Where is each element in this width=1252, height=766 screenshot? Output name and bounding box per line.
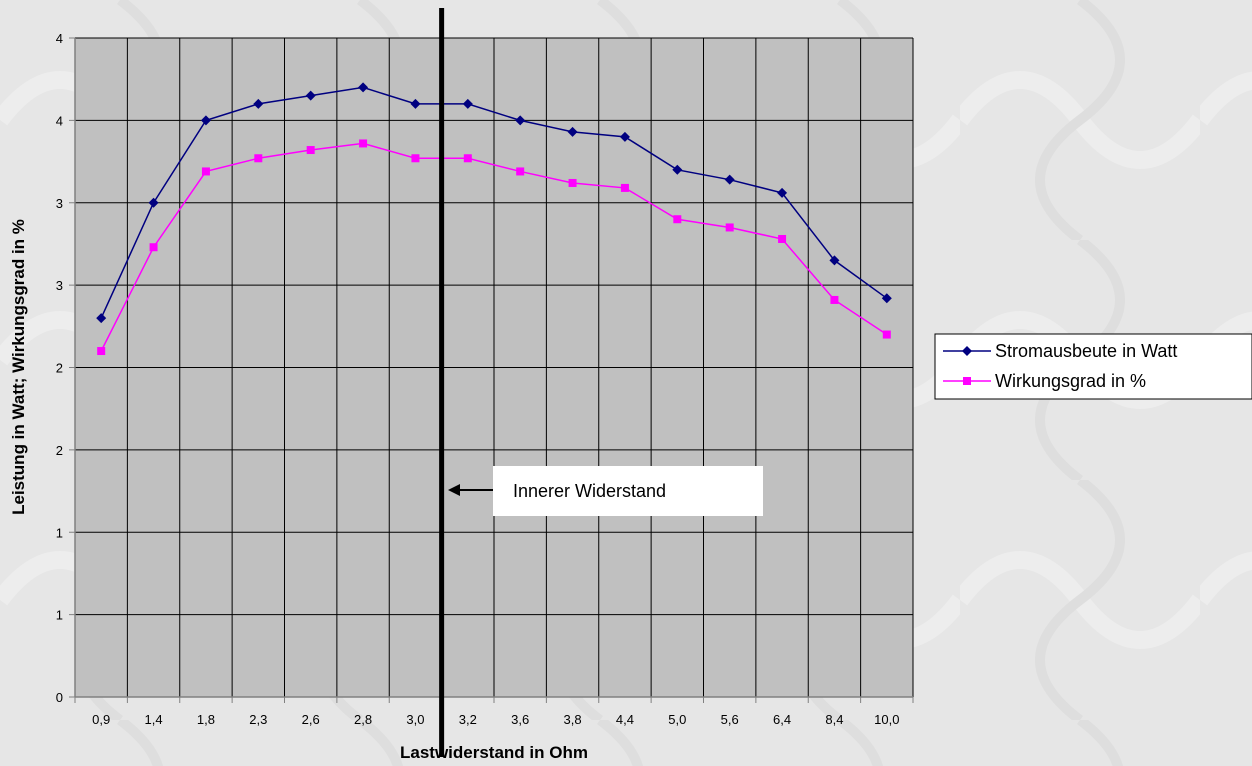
annotation-arrowhead (448, 484, 460, 496)
data-point (200, 115, 211, 126)
data-point (411, 154, 420, 163)
series-layer (96, 82, 892, 356)
y-tick-label: 1 (56, 525, 63, 540)
data-point (673, 215, 682, 224)
data-point (515, 115, 526, 126)
data-point (516, 167, 525, 176)
legend-marker (963, 377, 971, 385)
data-point (829, 255, 840, 266)
x-tick-label: 3,6 (511, 712, 529, 727)
data-point (777, 187, 788, 198)
legend-box (934, 333, 1252, 400)
data-point (358, 82, 369, 93)
data-point (830, 295, 839, 304)
data-point (724, 174, 735, 185)
legend-label: Stromausbeute in Watt (995, 341, 1177, 361)
annotation-box (493, 466, 763, 516)
x-tick-label: 3,8 (564, 712, 582, 727)
series-line-1 (100, 142, 888, 352)
annotation: Innerer Widerstand (448, 466, 763, 516)
data-point (305, 90, 316, 101)
data-point (96, 313, 107, 324)
data-point (462, 98, 473, 109)
y-tick-label: 2 (56, 443, 63, 458)
y-tick-label: 3 (56, 278, 63, 293)
x-tick-label: 1,4 (145, 712, 163, 727)
y-tick-label: 1 (56, 608, 63, 623)
data-point (567, 126, 578, 137)
x-tick-label: 0,9 (92, 712, 110, 727)
x-tick-label: 1,8 (197, 712, 215, 727)
y-tick-labels: 0 1 1 2 2 3 3 4 4 (56, 31, 63, 705)
data-point (253, 98, 264, 109)
data-point (725, 223, 734, 232)
x-tick-label: 3,2 (459, 712, 477, 727)
legend-label: Wirkungsgrad in % (995, 371, 1146, 391)
y-axis-title: Leistung in Watt; Wirkungsgrad in % (9, 219, 28, 515)
y-tick-label: 2 (56, 361, 63, 376)
legend-items: Stromausbeute in Watt Wirkungsgrad in % (943, 341, 1177, 391)
series-line-0 (100, 86, 888, 319)
x-tick-label: 8,4 (825, 712, 843, 727)
x-tick-label: 2,8 (354, 712, 372, 727)
y-tick-label: 0 (56, 690, 63, 705)
data-point (463, 154, 472, 163)
x-tick-label: 5,6 (721, 712, 739, 727)
data-point (881, 293, 892, 304)
axes (69, 37, 914, 703)
x-tick-label: 2,6 (302, 712, 320, 727)
x-tick-label: 6,4 (773, 712, 791, 727)
x-tick-label: 10,0 (874, 712, 899, 727)
annotation-text: Innerer Widerstand (513, 481, 666, 501)
x-tick-labels: 0,9 1,4 1,8 2,3 2,6 2,8 3,0 3,2 3,6 3,8 4,4 5,0 5,6 6… (92, 712, 899, 727)
y-tick-label: 4 (56, 31, 63, 46)
data-point (672, 164, 683, 175)
data-point (201, 167, 210, 176)
data-point (410, 98, 421, 109)
x-tick-label: 5,0 (668, 712, 686, 727)
data-point (97, 347, 106, 356)
y-tick-label: 4 (56, 113, 63, 128)
data-point (619, 131, 630, 142)
x-tick-label: 4,4 (616, 712, 634, 727)
data-point (148, 197, 159, 208)
data-point (778, 234, 787, 243)
data-point (882, 330, 891, 339)
legend-marker (962, 346, 972, 356)
x-tick-label: 2,3 (249, 712, 267, 727)
legend: Stromausbeute in Watt Wirkungsgrad in % (934, 333, 1252, 400)
x-tick-label: 3,0 (406, 712, 424, 727)
data-point (620, 183, 629, 192)
data-point (359, 139, 368, 148)
data-point (306, 146, 315, 155)
y-tick-label: 3 (56, 196, 63, 211)
data-point (254, 154, 263, 163)
data-point (568, 178, 577, 187)
data-point (149, 243, 158, 252)
x-axis-title: Lastwiderstand in Ohm (400, 743, 588, 762)
